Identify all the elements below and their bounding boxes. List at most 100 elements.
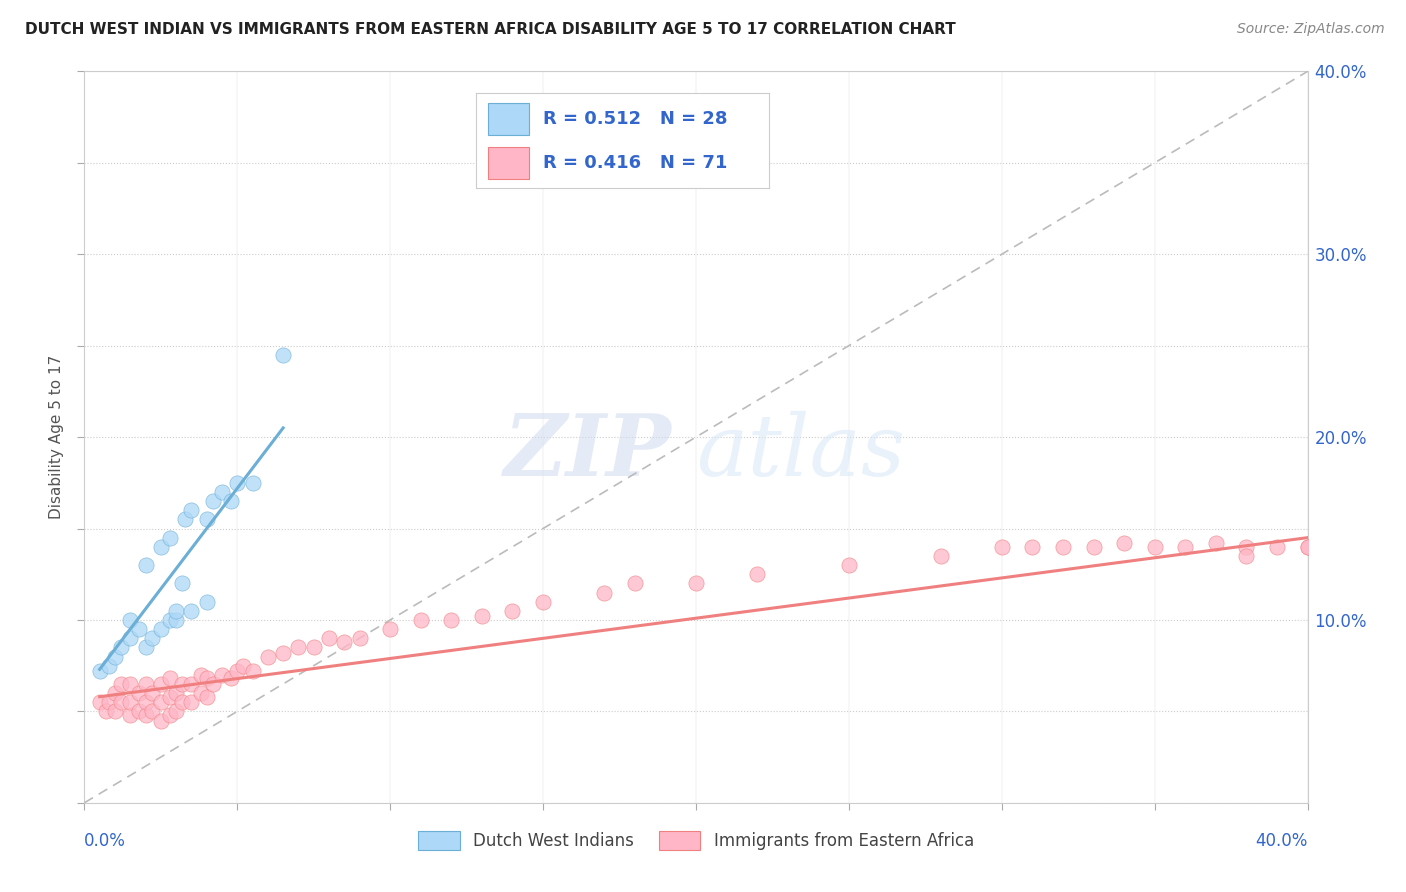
Point [211, 667, 233, 681]
Point [180, 677, 202, 691]
Point [159, 613, 181, 627]
Point [165, 613, 187, 627]
Point [271, 646, 294, 660]
Point [110, 640, 132, 655]
Legend: Dutch West Indians, Immigrants from Eastern Africa: Dutch West Indians, Immigrants from East… [411, 824, 981, 856]
Point [1114, 536, 1136, 550]
Point [135, 677, 157, 691]
Point [165, 705, 187, 719]
Point [97, 658, 120, 673]
Point [211, 485, 233, 500]
Point [929, 549, 952, 563]
Point [1236, 549, 1258, 563]
Point [195, 672, 218, 686]
Point [1296, 540, 1319, 554]
Point [747, 567, 769, 582]
Point [1143, 540, 1166, 554]
Point [226, 664, 249, 678]
Text: Source: ZipAtlas.com: Source: ZipAtlas.com [1237, 22, 1385, 37]
Point [201, 494, 224, 508]
Point [104, 649, 127, 664]
Point [149, 695, 172, 709]
Point [1236, 540, 1258, 554]
Point [159, 690, 181, 704]
Point [135, 708, 157, 723]
Point [1052, 540, 1074, 554]
Point [141, 686, 163, 700]
Point [174, 512, 197, 526]
Point [120, 708, 142, 723]
Point [1083, 540, 1105, 554]
Point [128, 622, 150, 636]
Text: DUTCH WEST INDIAN VS IMMIGRANTS FROM EASTERN AFRICA DISABILITY AGE 5 TO 17 CORRE: DUTCH WEST INDIAN VS IMMIGRANTS FROM EAS… [25, 22, 956, 37]
Point [159, 531, 181, 545]
Point [1265, 540, 1288, 554]
Point [89, 664, 111, 678]
Point [190, 686, 212, 700]
Point [94, 705, 117, 719]
Point [302, 640, 325, 655]
Point [172, 677, 194, 691]
Point [685, 576, 707, 591]
Point [165, 604, 187, 618]
Point [135, 695, 157, 709]
Point [135, 558, 157, 573]
Point [159, 708, 181, 723]
Point [318, 632, 340, 646]
Point [190, 667, 212, 681]
Point [838, 558, 860, 573]
Point [1205, 536, 1227, 550]
Point [232, 658, 254, 673]
Point [165, 686, 187, 700]
Point [624, 576, 647, 591]
Point [180, 503, 202, 517]
Point [502, 604, 524, 618]
Point [128, 705, 150, 719]
Point [226, 475, 249, 490]
Point [242, 664, 264, 678]
Point [531, 594, 554, 608]
Point [149, 714, 172, 728]
Point [333, 635, 356, 649]
Point [141, 632, 163, 646]
Point [991, 540, 1014, 554]
Point [180, 604, 202, 618]
Point [219, 672, 242, 686]
Point [128, 686, 150, 700]
Point [120, 677, 142, 691]
Point [242, 475, 264, 490]
Point [349, 632, 371, 646]
Point [149, 540, 172, 554]
Point [195, 690, 218, 704]
Point [172, 695, 194, 709]
Text: 0.0%: 0.0% [84, 832, 127, 850]
Point [110, 695, 132, 709]
Text: atlas: atlas [696, 410, 905, 493]
Point [120, 632, 142, 646]
Point [149, 622, 172, 636]
Point [104, 705, 127, 719]
Point [593, 585, 616, 599]
Point [1296, 540, 1319, 554]
Point [110, 677, 132, 691]
Point [219, 494, 242, 508]
Point [409, 613, 432, 627]
Point [172, 576, 194, 591]
Point [141, 705, 163, 719]
Point [195, 512, 218, 526]
Point [257, 649, 280, 664]
Text: 40.0%: 40.0% [1256, 832, 1308, 850]
Point [195, 594, 218, 608]
Point [287, 640, 309, 655]
Point [97, 695, 120, 709]
Point [180, 695, 202, 709]
Point [89, 695, 111, 709]
Point [1021, 540, 1043, 554]
Text: ZIP: ZIP [503, 410, 672, 493]
Point [104, 686, 127, 700]
Point [380, 622, 402, 636]
Point [159, 672, 181, 686]
Point [135, 640, 157, 655]
Point [120, 613, 142, 627]
Point [1174, 540, 1197, 554]
